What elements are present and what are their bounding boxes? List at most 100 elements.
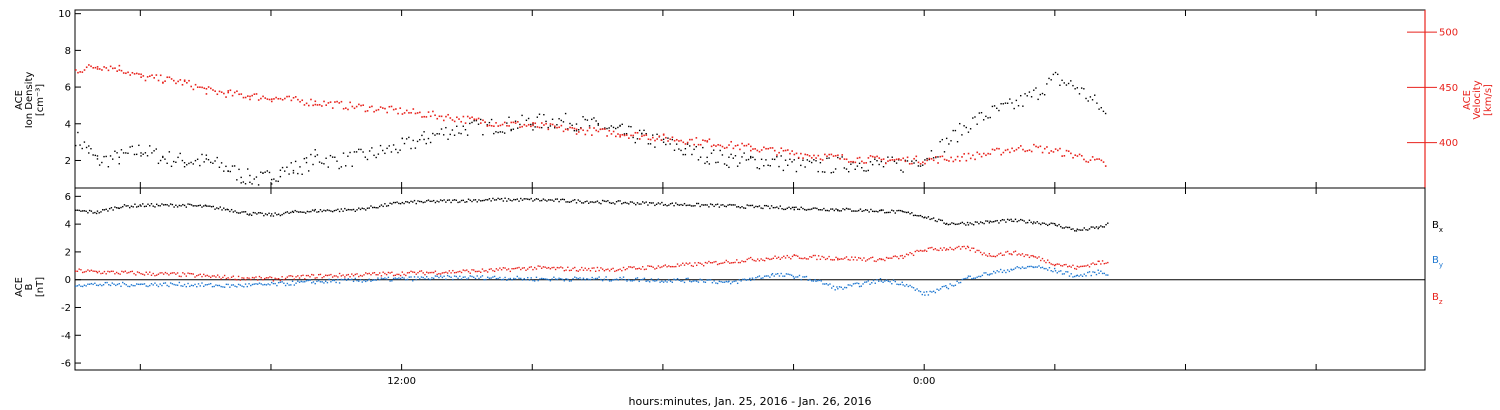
bz-series-point	[919, 249, 922, 252]
bz-series-point	[161, 272, 163, 274]
bz-series	[75, 245, 1109, 282]
density-series-point	[543, 113, 545, 116]
density-series-point	[510, 129, 512, 132]
velocity-series-point	[793, 153, 796, 156]
bz-series-point	[802, 257, 804, 260]
by-series-point	[420, 276, 423, 278]
bx-series-point	[598, 202, 600, 204]
density-series-point	[706, 161, 708, 163]
by-series-point	[279, 281, 282, 283]
bx-series-point	[776, 206, 778, 208]
density-series-point	[726, 164, 728, 167]
density-series-point	[519, 123, 521, 126]
by-series-point	[373, 279, 376, 281]
bx-series-point	[706, 204, 708, 206]
bz-series-point	[305, 274, 308, 277]
by-series-point	[831, 287, 833, 289]
velocity-series-point	[377, 108, 380, 111]
velocity-series-point	[865, 162, 868, 164]
density-series-point	[434, 134, 436, 136]
bx-series-point	[963, 222, 965, 225]
b-axis-label-line-2: B	[24, 283, 35, 290]
density-series-point	[83, 141, 86, 143]
density-series-point	[183, 165, 186, 168]
bx-series-point	[885, 211, 888, 214]
bx-series-point	[1048, 223, 1051, 226]
density-series-point	[118, 163, 120, 165]
bx-series-point	[873, 210, 876, 213]
bz-series-point	[958, 245, 960, 248]
by-series-point	[1058, 270, 1060, 273]
velocity-series-point	[671, 136, 674, 139]
velocity-series-point	[109, 65, 112, 68]
bz-series-point	[365, 272, 367, 274]
velocity-series-point	[736, 144, 739, 147]
density-series-point	[127, 152, 129, 154]
bx-series-point	[88, 209, 91, 212]
bz-series-point	[189, 272, 191, 275]
density-series-point	[314, 149, 316, 151]
density-series-point	[959, 122, 961, 125]
bx-series-point	[1045, 223, 1047, 226]
density-series-point	[1087, 100, 1089, 102]
bx-series-point	[493, 199, 496, 201]
by-series-point	[645, 280, 647, 282]
bx-series-point	[582, 202, 585, 204]
bz-series-point	[1060, 264, 1062, 267]
by-series-point	[154, 282, 156, 284]
velocity-series-point	[965, 159, 968, 162]
velocity-series-point	[386, 111, 388, 114]
bz-series-point	[493, 270, 496, 273]
density-series	[75, 71, 1107, 186]
b-tick-label: 0	[65, 275, 71, 286]
velocity-series-point	[532, 122, 534, 124]
by-series-point	[856, 282, 858, 284]
by-series-point	[847, 284, 849, 286]
by-series-point	[896, 283, 898, 285]
bx-series-point	[755, 205, 757, 208]
density-series-point	[841, 156, 843, 158]
bz-series-point	[1080, 265, 1082, 268]
velocity-series-point	[434, 114, 436, 117]
bx-series-point	[321, 210, 323, 213]
bx-series-point	[1074, 230, 1076, 232]
bz-series-point	[108, 271, 111, 273]
bz-series-point	[1090, 263, 1092, 265]
density-series-point	[216, 156, 218, 159]
bx-series-point	[1008, 219, 1011, 221]
bx-series-point	[1080, 229, 1082, 231]
by-series-point	[1038, 265, 1040, 267]
bx-series-point	[588, 202, 590, 204]
bz-series-point	[702, 265, 705, 267]
velocity-series-point	[750, 145, 752, 148]
velocity-series-point	[453, 120, 456, 123]
bz-series-point	[406, 272, 409, 274]
density-series-point	[621, 123, 623, 126]
bz-series-point	[318, 273, 320, 276]
density-series-point	[177, 156, 179, 159]
velocity-series-point	[747, 143, 750, 146]
bx-series-point	[314, 208, 316, 211]
velocity-series-point	[560, 124, 563, 127]
by-series-point	[542, 278, 545, 280]
bz-series-point	[408, 271, 410, 274]
velocity-series-point	[1061, 155, 1063, 157]
bx-series-point	[145, 205, 147, 207]
velocity-series-point	[231, 94, 234, 97]
velocity-series-point	[338, 102, 341, 104]
bx-series-point	[648, 202, 651, 204]
velocity-series-point	[1102, 161, 1105, 163]
by-series-point	[836, 286, 838, 288]
bx-series-point	[826, 209, 829, 212]
bx-series-point	[866, 209, 869, 211]
bz-series-point	[143, 274, 146, 276]
bx-series-point	[513, 198, 515, 201]
by-series-point	[867, 280, 869, 282]
bz-series-point	[765, 257, 768, 259]
density-series-point	[1057, 73, 1059, 76]
velocity-series-point	[828, 153, 830, 156]
density-series-point	[643, 129, 645, 132]
by-series-point	[624, 278, 626, 281]
bx-series-point	[864, 209, 867, 211]
bz-series-point	[542, 266, 545, 268]
